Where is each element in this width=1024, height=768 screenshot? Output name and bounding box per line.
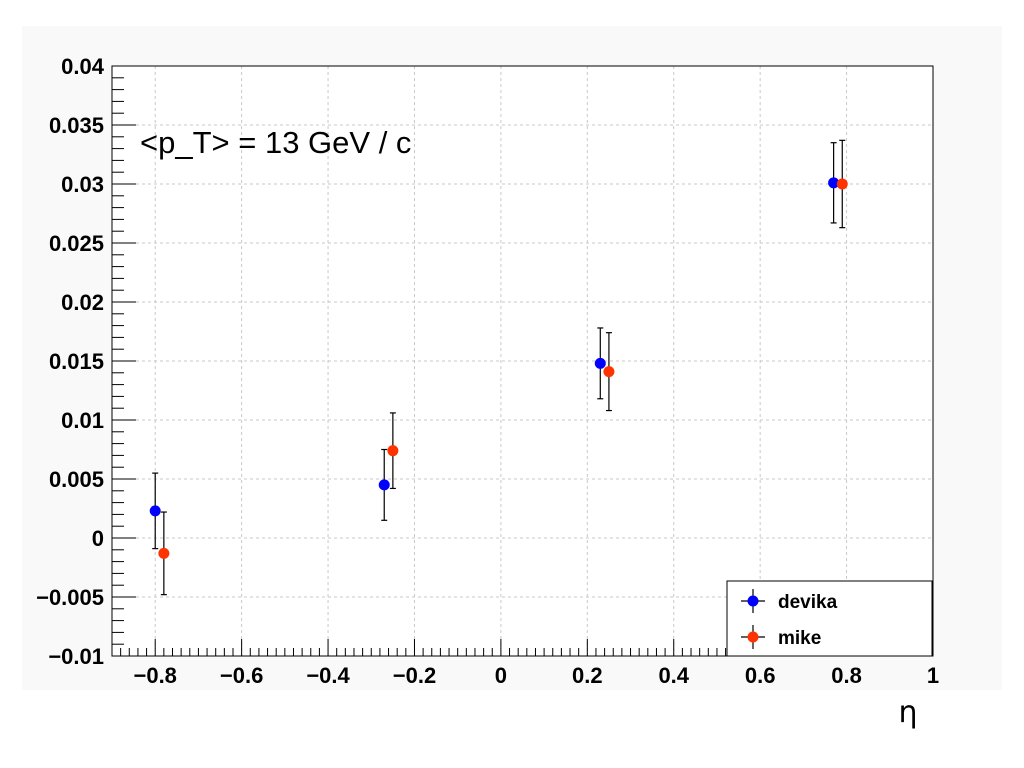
mike-point (603, 366, 615, 378)
y-tick-label: 0.005 (49, 467, 104, 492)
y-tick-label: 0.01 (61, 408, 104, 433)
devika-point (828, 177, 840, 189)
x-tick-label: 0 (495, 663, 507, 688)
mike-point (158, 547, 170, 559)
legend-mike-label: mike (778, 628, 821, 649)
devika-point (149, 505, 161, 517)
x-tick-label: −0.8 (133, 663, 176, 688)
y-tick-label: −0.005 (36, 585, 104, 610)
legend-devika-label: devika (778, 592, 838, 613)
x-tick-label: 0.4 (658, 663, 689, 688)
x-tick-label: 0.2 (572, 663, 603, 688)
pt-annotation: <p_T> = 13 GeV / c (140, 125, 411, 160)
legend-box (726, 580, 933, 657)
y-tick-label: 0.015 (49, 349, 104, 374)
x-tick-label: 0.6 (745, 663, 776, 688)
y-tick-label: 0 (92, 526, 104, 551)
x-tick-label: −0.4 (306, 663, 350, 688)
y-tick-label: 0.03 (61, 172, 104, 197)
mike-point (836, 178, 848, 190)
x-tick-label: 0.8 (831, 663, 862, 688)
y-tick-label: 0.035 (49, 113, 104, 138)
y-tick-label: 0.04 (61, 54, 105, 79)
devika-point (378, 479, 390, 491)
devika-point (594, 357, 606, 369)
legend-mike-marker (747, 631, 759, 643)
x-tick-label: −0.6 (220, 663, 263, 688)
y-tick-label: 0.02 (61, 290, 104, 315)
x-tick-label: 1 (927, 663, 939, 688)
x-tick-label: −0.2 (393, 663, 436, 688)
y-tick-label: 0.025 (49, 231, 104, 256)
x-axis-title: η (898, 695, 917, 730)
legend-devika-marker (747, 595, 759, 607)
y-tick-label: −0.01 (48, 644, 104, 669)
mike-point (387, 445, 399, 457)
